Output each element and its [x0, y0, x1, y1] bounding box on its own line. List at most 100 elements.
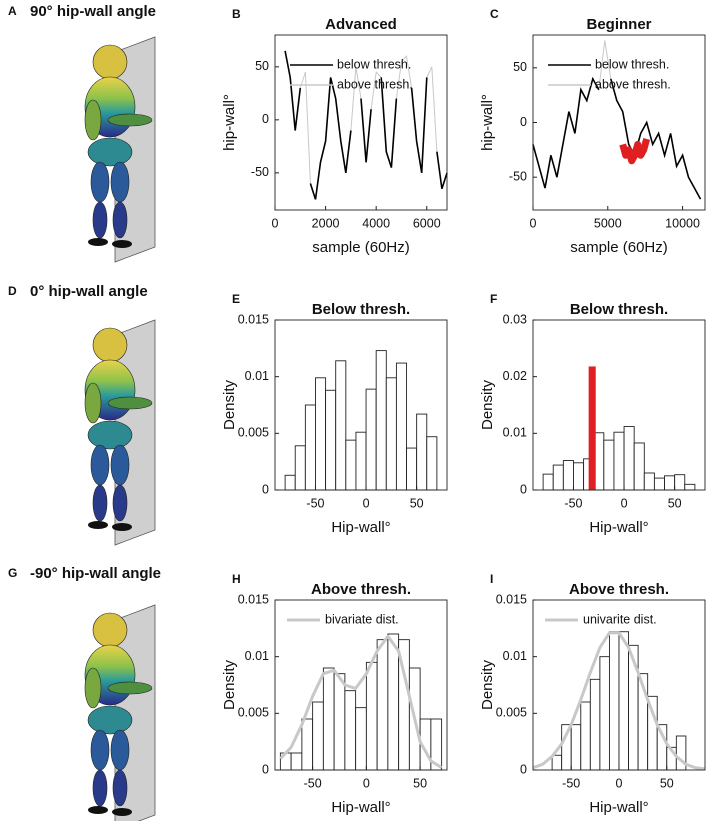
axes-box [274, 319, 448, 491]
y-axis-label: Density [479, 379, 496, 430]
bar [284, 474, 296, 491]
bar [580, 701, 591, 771]
y-tick-label: 0 [262, 112, 269, 126]
x-tick-label: 50 [660, 776, 674, 790]
bar [406, 447, 418, 491]
bar [355, 431, 367, 491]
bar [674, 474, 686, 491]
y-tick-label: 0.005 [496, 706, 527, 720]
panel-letter: F [490, 292, 497, 306]
x-tick-label: 5000 [594, 216, 622, 230]
bar [562, 460, 574, 491]
bar [365, 388, 377, 491]
x-tick-label: 0 [616, 776, 623, 790]
axes-box [274, 34, 448, 211]
x-tick-label: 2000 [312, 216, 340, 230]
x-axis-label: Hip-wall° [589, 799, 648, 816]
bar [416, 413, 428, 491]
bar [589, 678, 601, 771]
chart-title: Below thresh. [312, 301, 410, 318]
panel-letter: I [490, 572, 493, 586]
x-tick-label: 6000 [413, 216, 441, 230]
y-tick-label: 0.015 [238, 312, 269, 326]
bar [301, 718, 314, 771]
y-tick-label: 0.005 [238, 706, 269, 720]
bar [599, 656, 610, 771]
x-tick-label: 50 [413, 776, 427, 790]
bar [375, 350, 387, 491]
series-line [532, 76, 702, 200]
chart-title: Above thresh. [311, 581, 411, 598]
body-model [84, 36, 156, 263]
bar [290, 752, 303, 771]
bar [376, 639, 389, 771]
y-tick-label: -50 [509, 169, 527, 183]
legend-label: above thresh. [337, 77, 413, 91]
y-tick-label: 0.015 [496, 592, 527, 606]
bar [633, 442, 645, 491]
density-curve [532, 631, 706, 771]
x-axis-label: sample (60Hz) [312, 239, 410, 256]
y-tick-label: -50 [251, 165, 269, 179]
figure-title: -90° hip-wall angle [30, 565, 161, 582]
legend-label: below thresh. [595, 57, 669, 71]
y-axis-label: hip-wall° [479, 94, 496, 151]
bar [385, 377, 397, 491]
y-tick-label: 0 [262, 482, 269, 496]
x-tick-label: 0 [621, 496, 628, 510]
x-axis-label: Hip-wall° [331, 519, 390, 536]
bar [333, 673, 346, 771]
y-tick-label: 50 [255, 59, 269, 73]
y-tick-label: 0 [520, 482, 527, 496]
axes-box [532, 319, 706, 491]
bar [344, 690, 357, 771]
bar [653, 477, 665, 491]
bar [570, 724, 582, 771]
bar [643, 472, 655, 491]
bar [542, 473, 554, 491]
bar [623, 426, 635, 491]
body-model [84, 319, 156, 546]
y-tick-label: 0 [262, 762, 269, 776]
y-tick-label: 0.01 [503, 426, 527, 440]
bar [335, 360, 347, 491]
bar [294, 445, 306, 491]
body-model [84, 604, 156, 821]
y-tick-label: 50 [513, 60, 527, 74]
bar [608, 631, 620, 771]
bar [664, 475, 676, 491]
panel-letter: B [232, 7, 241, 21]
panel-letter: C [490, 7, 499, 21]
x-tick-label: 50 [668, 496, 682, 510]
x-tick-label: 0 [363, 776, 370, 790]
x-tick-label: -50 [304, 776, 322, 790]
panel-letter: A [8, 4, 17, 18]
x-axis-label: Hip-wall° [589, 519, 648, 536]
panel-letter: G [8, 566, 17, 580]
x-tick-label: 0 [272, 216, 279, 230]
highlight-line [619, 137, 651, 165]
panel-letter: E [232, 292, 240, 306]
legend-label: univarite dist. [583, 612, 657, 626]
x-axis-label: sample (60Hz) [570, 239, 668, 256]
legend-label: below thresh. [337, 57, 411, 71]
y-tick-label: 0.01 [245, 369, 269, 383]
y-axis-label: Density [221, 659, 238, 710]
bar [387, 633, 400, 771]
y-tick-label: 0.02 [503, 369, 527, 383]
y-tick-label: 0.015 [238, 592, 269, 606]
bar [365, 661, 378, 771]
series-line [284, 50, 448, 200]
legend-label: above thresh. [595, 77, 671, 91]
bar [304, 404, 316, 491]
axes-box [274, 599, 448, 771]
chart-title: Advanced [325, 16, 397, 33]
chart-title: Beginner [586, 16, 651, 33]
bar [684, 483, 696, 491]
x-tick-label: 10000 [665, 216, 700, 230]
y-axis-label: Density [221, 379, 238, 430]
bar [355, 707, 367, 771]
figure-title: 0° hip-wall angle [30, 283, 148, 300]
y-axis-label: hip-wall° [221, 94, 238, 151]
